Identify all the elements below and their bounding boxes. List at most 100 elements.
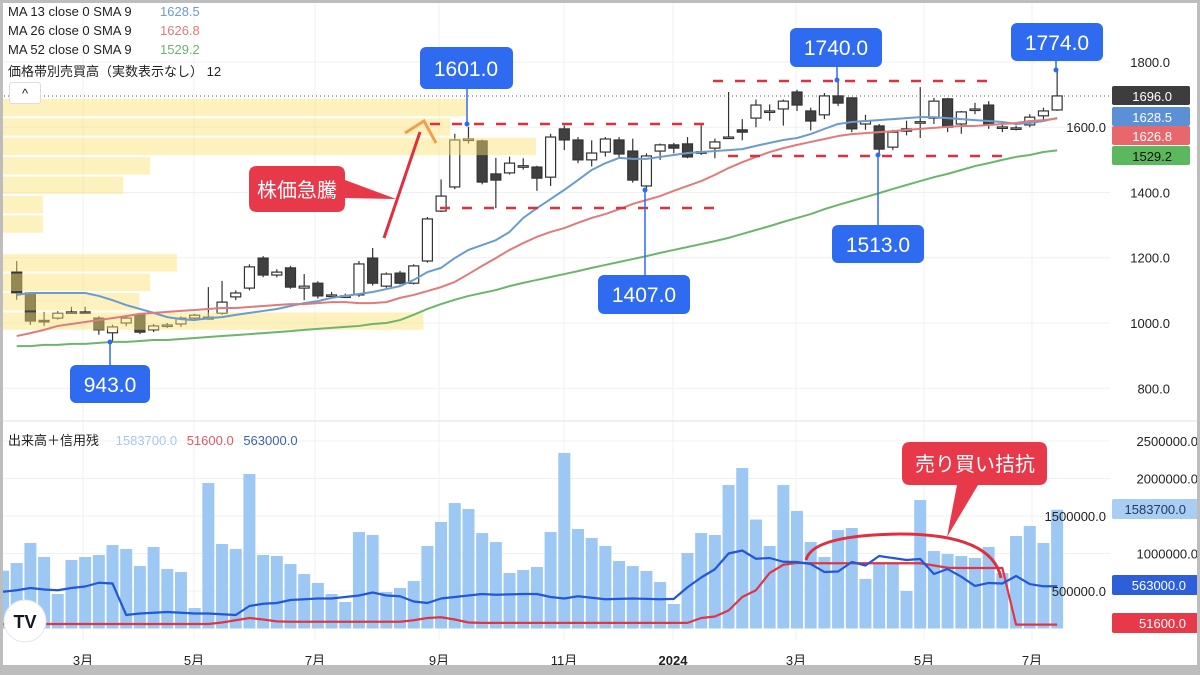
candle-up bbox=[914, 121, 926, 124]
candle-up bbox=[189, 314, 201, 319]
volume-bar bbox=[1010, 536, 1023, 629]
legend-ma26[interactable]: MA 26 close 0 SMA 9 1626.8 bbox=[8, 23, 221, 42]
svg-text:TV: TV bbox=[13, 612, 36, 632]
candle-down bbox=[476, 140, 488, 183]
svg-text:1601.0: 1601.0 bbox=[434, 58, 498, 81]
candle-up bbox=[586, 152, 598, 161]
volume-tick-label: 2000000.0 bbox=[1137, 472, 1197, 487]
candle-up bbox=[449, 139, 461, 188]
volume-bar bbox=[927, 551, 940, 629]
candle-up bbox=[325, 294, 338, 298]
time-tick-label: 5月 bbox=[914, 653, 934, 665]
candle-up bbox=[52, 312, 64, 319]
candle-up bbox=[435, 195, 447, 212]
volume-bar bbox=[24, 543, 37, 629]
collapse-legend-button[interactable]: ^ bbox=[9, 82, 41, 104]
candle-down bbox=[873, 125, 885, 150]
volume-bar bbox=[448, 503, 461, 629]
candle-up bbox=[818, 95, 831, 116]
volume-bar bbox=[120, 549, 133, 629]
price-tag bbox=[1112, 126, 1190, 145]
candle-up bbox=[148, 325, 160, 331]
legend-ma13[interactable]: MA 13 close 0 SMA 9 1628.5 bbox=[8, 4, 221, 23]
price-tag bbox=[1112, 146, 1190, 165]
surge-arrow bbox=[382, 131, 422, 239]
price-tick-label: 1800.0 bbox=[1130, 55, 1170, 70]
candle-down bbox=[832, 95, 844, 104]
volume-bar bbox=[681, 552, 694, 629]
legend-value: 1628.5 bbox=[160, 4, 200, 19]
volume-value: 1583700.0 bbox=[115, 433, 178, 448]
volume-bar bbox=[818, 557, 831, 629]
volume-bar bbox=[380, 591, 393, 629]
candle-down bbox=[613, 139, 625, 155]
chart-legend: MA 13 close 0 SMA 9 1628.5 MA 26 close 0 … bbox=[8, 4, 221, 80]
candle-up bbox=[243, 266, 256, 289]
candle-up bbox=[408, 265, 420, 284]
candle-up bbox=[106, 326, 119, 334]
volume-profile-bar bbox=[3, 157, 151, 175]
time-tick-label: 7月 bbox=[305, 653, 325, 665]
price-tag-label: 1628.5 bbox=[1132, 110, 1172, 125]
volume-bar bbox=[435, 522, 448, 629]
candle-up bbox=[65, 311, 78, 315]
svg-text:1513.0: 1513.0 bbox=[846, 234, 910, 257]
candle-up bbox=[353, 263, 365, 296]
margin-buy-value: 563000.0 bbox=[243, 433, 298, 448]
volume-bar bbox=[900, 591, 913, 629]
volume-bar bbox=[216, 543, 229, 629]
volume-legend[interactable]: 出来高＋信用残 1583700.0 51600.0 563000.0 bbox=[8, 430, 298, 449]
candle-down bbox=[572, 139, 584, 161]
volume-bar bbox=[722, 485, 735, 629]
time-tick-label: 3月 bbox=[73, 653, 93, 665]
volume-profile-bar bbox=[3, 176, 124, 194]
volume-tick-label: 500000.0 bbox=[1052, 584, 1106, 599]
tradingview-logo[interactable]: TV bbox=[3, 599, 47, 643]
volume-bar bbox=[243, 474, 256, 629]
volume-bar bbox=[1051, 509, 1064, 629]
volume-bar bbox=[613, 561, 626, 629]
legend-label: MA 26 close 0 SMA 9 bbox=[8, 23, 132, 38]
volume-bar bbox=[517, 570, 530, 629]
volume-profile-bar bbox=[3, 137, 536, 156]
volume-bar bbox=[503, 573, 516, 629]
price-label-1774: 1774.0 bbox=[1011, 23, 1103, 73]
chart-canvas[interactable]: 株価急騰 売り買い拮抗 1601.0 1740.0 1774.0 943.0 bbox=[3, 3, 1197, 665]
volume-bar bbox=[763, 546, 776, 629]
time-tick-label: 5月 bbox=[184, 653, 204, 665]
volume-bar bbox=[489, 542, 502, 629]
legend-label: MA 13 close 0 SMA 9 bbox=[8, 4, 132, 19]
volume-bar bbox=[626, 566, 639, 629]
volume-bar bbox=[832, 530, 845, 629]
candle-up bbox=[887, 131, 899, 148]
candle-up bbox=[764, 110, 776, 114]
candle-down bbox=[394, 272, 406, 284]
legend-volume-profile[interactable]: 価格帯別売買高（実数表示なし） 12 bbox=[8, 61, 221, 80]
time-tick-label: 2024 bbox=[659, 653, 689, 665]
candle-down bbox=[284, 267, 297, 288]
volume-bar bbox=[667, 603, 680, 629]
price-tick-label: 1400.0 bbox=[1130, 185, 1170, 200]
volume-bar bbox=[1023, 525, 1036, 629]
volume-bar bbox=[421, 546, 434, 629]
volume-bar bbox=[133, 566, 146, 629]
volume-bar bbox=[366, 534, 379, 629]
price-tag bbox=[1112, 86, 1190, 105]
volume-bar bbox=[996, 573, 1009, 629]
volume-bar bbox=[968, 558, 981, 629]
volume-bar bbox=[352, 531, 365, 629]
time-tick-label: 7月 bbox=[1022, 653, 1042, 665]
legend-value: 1626.8 bbox=[160, 23, 200, 38]
candle-up bbox=[545, 136, 557, 178]
volume-bar bbox=[476, 533, 489, 629]
balance-ellipse bbox=[804, 532, 1003, 579]
candle-up bbox=[654, 144, 666, 152]
candle-down bbox=[312, 282, 324, 297]
candle-down bbox=[11, 271, 23, 294]
volume-bar bbox=[530, 567, 543, 629]
volume-bar bbox=[325, 594, 338, 629]
volume-bar bbox=[736, 468, 749, 629]
legend-ma52[interactable]: MA 52 close 0 SMA 9 1529.2 bbox=[8, 42, 221, 61]
volume-tag bbox=[1112, 499, 1197, 519]
candle-up bbox=[120, 317, 132, 324]
